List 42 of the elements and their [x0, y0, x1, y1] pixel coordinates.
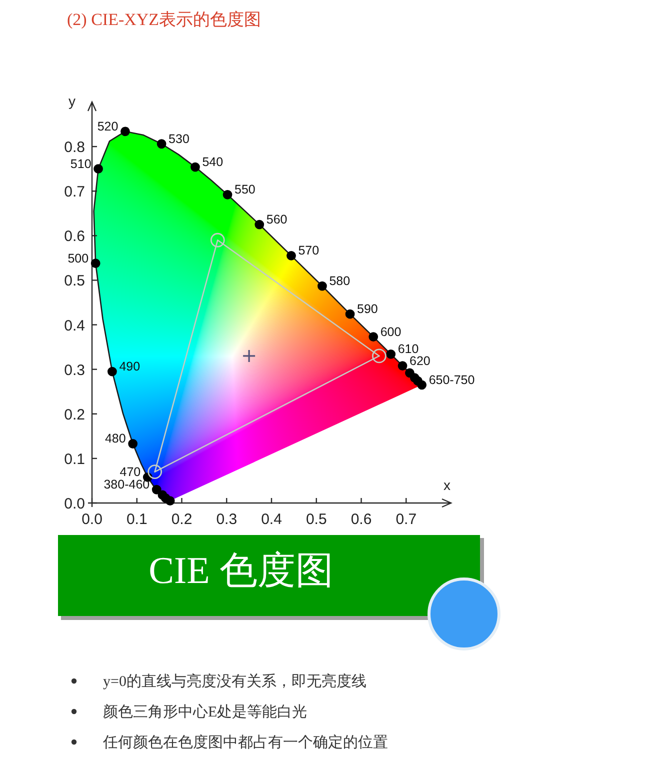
- x-tick-label: 0.4: [261, 511, 282, 528]
- annotation: 550: [234, 182, 256, 197]
- annotation: 540: [202, 155, 224, 170]
- x-tick-label: 0.7: [396, 511, 417, 528]
- annotation: 530: [168, 132, 190, 146]
- x-axis-title: x: [444, 477, 450, 493]
- text: CIE 色度图: [148, 550, 334, 592]
- annotation: 380-460: [104, 478, 150, 492]
- text: 颜色三角形中心E处是等能白光: [103, 704, 308, 720]
- y-tick-label: 0.6: [64, 228, 85, 246]
- annotation: 580: [329, 274, 350, 288]
- annotation: 520: [97, 119, 118, 134]
- x-tick-label: 0.0: [82, 511, 102, 528]
- y-tick-label: 0.8: [64, 139, 85, 156]
- text: 任何颜色在色度图中都占有一个确定的位置: [102, 734, 388, 751]
- x-tick-label: 0.3: [216, 511, 238, 528]
- x-tick-label: 0.6: [350, 511, 372, 528]
- annotation: 480: [104, 432, 126, 446]
- text: y=0的直线与亮度没有关系，即无亮度线: [103, 673, 366, 690]
- y-tick-label: 0.1: [64, 450, 85, 468]
- y-tick-label: 0.7: [64, 184, 85, 201]
- y-axis-title: y: [68, 93, 76, 109]
- annotation: 650-750: [428, 372, 475, 387]
- annotation: 490: [119, 360, 140, 374]
- y-tick-label: 0.2: [64, 406, 85, 424]
- x-tick-label: 0.5: [306, 511, 327, 528]
- annotation: 500: [68, 251, 89, 266]
- y-tick-label: 0.4: [64, 317, 85, 334]
- annotation: 560: [266, 212, 288, 227]
- y-tick-label: 0.3: [64, 362, 85, 379]
- x-tick-label: 0.2: [171, 511, 192, 528]
- annotation: 620: [410, 354, 430, 368]
- annotation: 470: [120, 465, 141, 480]
- annotation: 570: [298, 244, 320, 258]
- chart-title: (2) CIE-XYZ表示的色度图: [67, 10, 262, 29]
- y-tick-label: 0.5: [64, 272, 85, 290]
- annotation: 590: [357, 302, 378, 316]
- y-tick-label: 0.0: [64, 496, 85, 512]
- annotation: 600: [380, 324, 402, 339]
- annotation: 610: [398, 342, 419, 356]
- annotation: 510: [70, 156, 92, 171]
- x-tick-label: 0.1: [126, 511, 148, 528]
